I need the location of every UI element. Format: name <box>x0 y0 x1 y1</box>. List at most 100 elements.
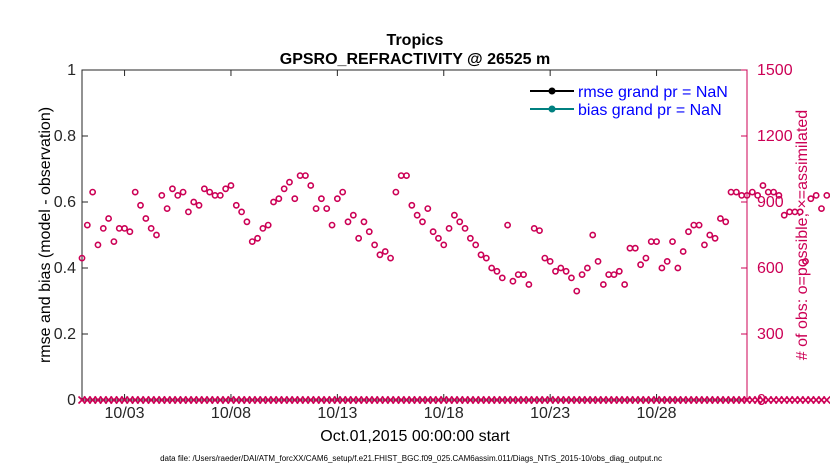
possible-obs-marker <box>435 234 442 242</box>
possible-obs-marker <box>594 257 602 265</box>
possible-obs-marker <box>355 234 363 242</box>
possible-obs-marker <box>520 271 527 278</box>
possible-obs-marker <box>89 188 97 196</box>
possible-obs-marker <box>195 201 203 209</box>
possible-obs-marker <box>466 234 474 242</box>
legend-rmse-label: rmse grand pr = NaN <box>578 84 728 101</box>
y2-tick-label: 600 <box>757 260 784 277</box>
possible-obs-marker <box>206 188 214 196</box>
y-axis-ticks: 0 0.2 0.4 0.6 0.8 1 <box>54 62 88 409</box>
possible-obs-marker <box>110 238 118 245</box>
possible-obs-marker <box>153 231 160 239</box>
possible-obs-marker <box>232 201 240 209</box>
possible-obs-marker <box>94 241 102 249</box>
possible-obs-marker <box>307 182 315 189</box>
possible-obs-marker <box>142 215 150 222</box>
y2-tick-label: 1500 <box>757 62 793 79</box>
possible-obs-marker <box>349 211 357 219</box>
possible-obs-marker <box>584 264 591 272</box>
possible-obs-marker <box>701 241 708 249</box>
y2-tick-label: 1200 <box>757 128 793 145</box>
legend-bias-label: bias grand pr = NaN <box>578 102 722 119</box>
legend: rmse grand pr = NaN bias grand pr = NaN <box>526 78 740 119</box>
possible-obs-marker <box>754 191 762 199</box>
possible-obs-marker <box>328 221 336 229</box>
possible-obs-marker <box>184 208 192 216</box>
possible-obs-marker <box>387 254 394 262</box>
possible-obs-marker <box>589 231 597 239</box>
possible-obs-marker <box>408 201 416 209</box>
possible-obs-marker <box>504 221 511 229</box>
possible-obs-marker <box>472 241 480 249</box>
possible-obs-marker <box>429 228 437 236</box>
y-axis-label: rmse and bias (model - observation) <box>37 107 54 363</box>
possible-obs-marker <box>509 277 517 285</box>
possible-obs-marker <box>823 192 830 199</box>
possible-obs-marker <box>802 257 809 265</box>
possible-obs-marker <box>818 205 825 212</box>
possible-obs-marker <box>663 257 671 265</box>
possible-obs-marker <box>83 221 91 229</box>
possible-obs-marker <box>174 191 182 199</box>
possible-obs-marker <box>413 211 421 219</box>
y-tick-label: 0.8 <box>54 128 76 145</box>
possible-obs-marker <box>270 198 277 206</box>
possible-obs-marker <box>222 185 230 193</box>
possible-obs-marker <box>770 188 777 196</box>
possible-obs-marker <box>147 224 155 232</box>
possible-obs-marker <box>541 254 549 262</box>
possible-obs-marker <box>780 211 788 219</box>
possible-obs-marker <box>530 224 538 232</box>
possible-obs-marker <box>286 178 293 186</box>
possible-obs-marker <box>493 267 501 275</box>
y-tick-label: 0.4 <box>54 260 76 277</box>
possible-obs-marker <box>403 172 410 179</box>
possible-obs-marker <box>807 195 815 203</box>
possible-obs-marker <box>743 191 751 199</box>
possible-obs-marker <box>695 221 703 229</box>
possible-obs-marker <box>637 261 644 269</box>
possible-obs-marker <box>477 251 485 259</box>
possible-obs-marker <box>254 234 261 242</box>
y-tick-label: 0 <box>67 392 76 409</box>
possible-obs-marker <box>259 224 267 232</box>
possible-obs-marker <box>456 218 464 226</box>
possible-obs-marker <box>498 274 506 282</box>
possible-obs-marker <box>163 205 171 212</box>
x-tick-label: 10/08 <box>211 405 251 422</box>
x-tick-label: 10/13 <box>317 405 357 422</box>
possible-obs-marker <box>685 228 692 236</box>
possible-obs-marker <box>669 238 676 245</box>
possible-obs-marker <box>536 227 543 234</box>
possible-obs-marker <box>732 188 740 196</box>
data-file-footnote: data file: /Users/raeder/DAI/ATM_forcXX/… <box>160 454 662 463</box>
assimilated-x-marker <box>822 395 830 405</box>
assimilated-markers <box>77 395 830 405</box>
possible-obs-marker <box>248 238 256 245</box>
possible-obs-marker <box>105 215 112 222</box>
possible-obs-marker <box>525 281 533 288</box>
x-marker-stroke <box>822 395 830 405</box>
possible-obs-marker <box>126 228 134 236</box>
possible-obs-marker <box>312 205 320 212</box>
possible-obs-marker <box>365 228 373 236</box>
possible-obs-marker <box>445 224 453 232</box>
possible-obs-marker <box>812 191 820 199</box>
possible-obs-marker <box>440 241 448 249</box>
possible-obs-marker <box>562 267 570 275</box>
possible-obs-marker <box>775 191 783 199</box>
y-tick-label: 0.6 <box>54 194 76 211</box>
possible-obs-marker <box>658 264 666 272</box>
chart-title: Tropics <box>387 32 444 49</box>
possible-obs-marker <box>450 211 458 219</box>
possible-obs-marker <box>243 218 251 226</box>
possible-obs-marker <box>317 195 325 203</box>
plot-area <box>81 69 748 401</box>
possible-obs-marker <box>552 267 559 275</box>
possible-obs-marker <box>679 248 687 255</box>
legend-rmse-marker <box>548 87 556 95</box>
legend-bias-marker <box>548 105 556 113</box>
possible-obs-marker <box>557 264 565 272</box>
x-tick-label: 10/23 <box>530 405 570 422</box>
